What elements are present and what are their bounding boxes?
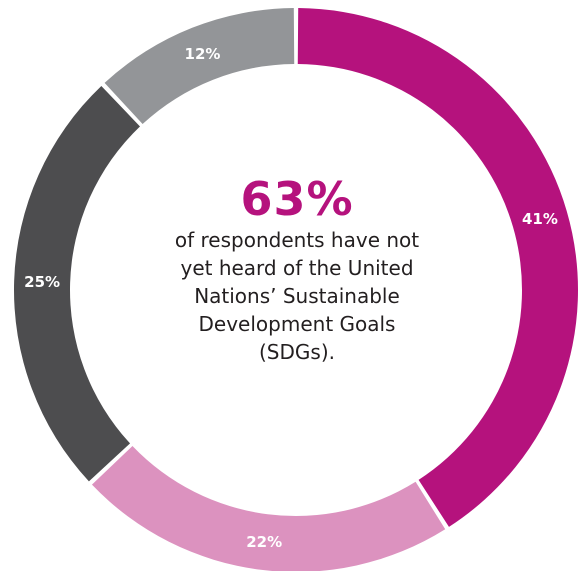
donut-slice	[13, 85, 141, 482]
caption-line: (SDGs).	[259, 340, 335, 364]
donut-slice	[91, 445, 446, 571]
donut-slice	[297, 8, 578, 527]
center-annotation: 63% of respondents have not yet heard of…	[140, 172, 454, 366]
headline-caption: of respondents have not yet heard of the…	[140, 226, 454, 366]
slice-value-label: 41%	[522, 210, 558, 228]
headline-percentage: 63%	[240, 172, 354, 226]
slice-value-label: 25%	[24, 273, 60, 291]
caption-line: yet heard of the United	[180, 256, 414, 280]
slice-value-label: 22%	[246, 533, 282, 551]
donut-slice	[104, 8, 295, 125]
caption-line: of respondents have not	[174, 228, 420, 252]
caption-line: Nations’ Sustainable	[194, 284, 400, 308]
slice-value-label: 12%	[185, 45, 221, 63]
caption-line: Development Goals	[198, 312, 396, 336]
